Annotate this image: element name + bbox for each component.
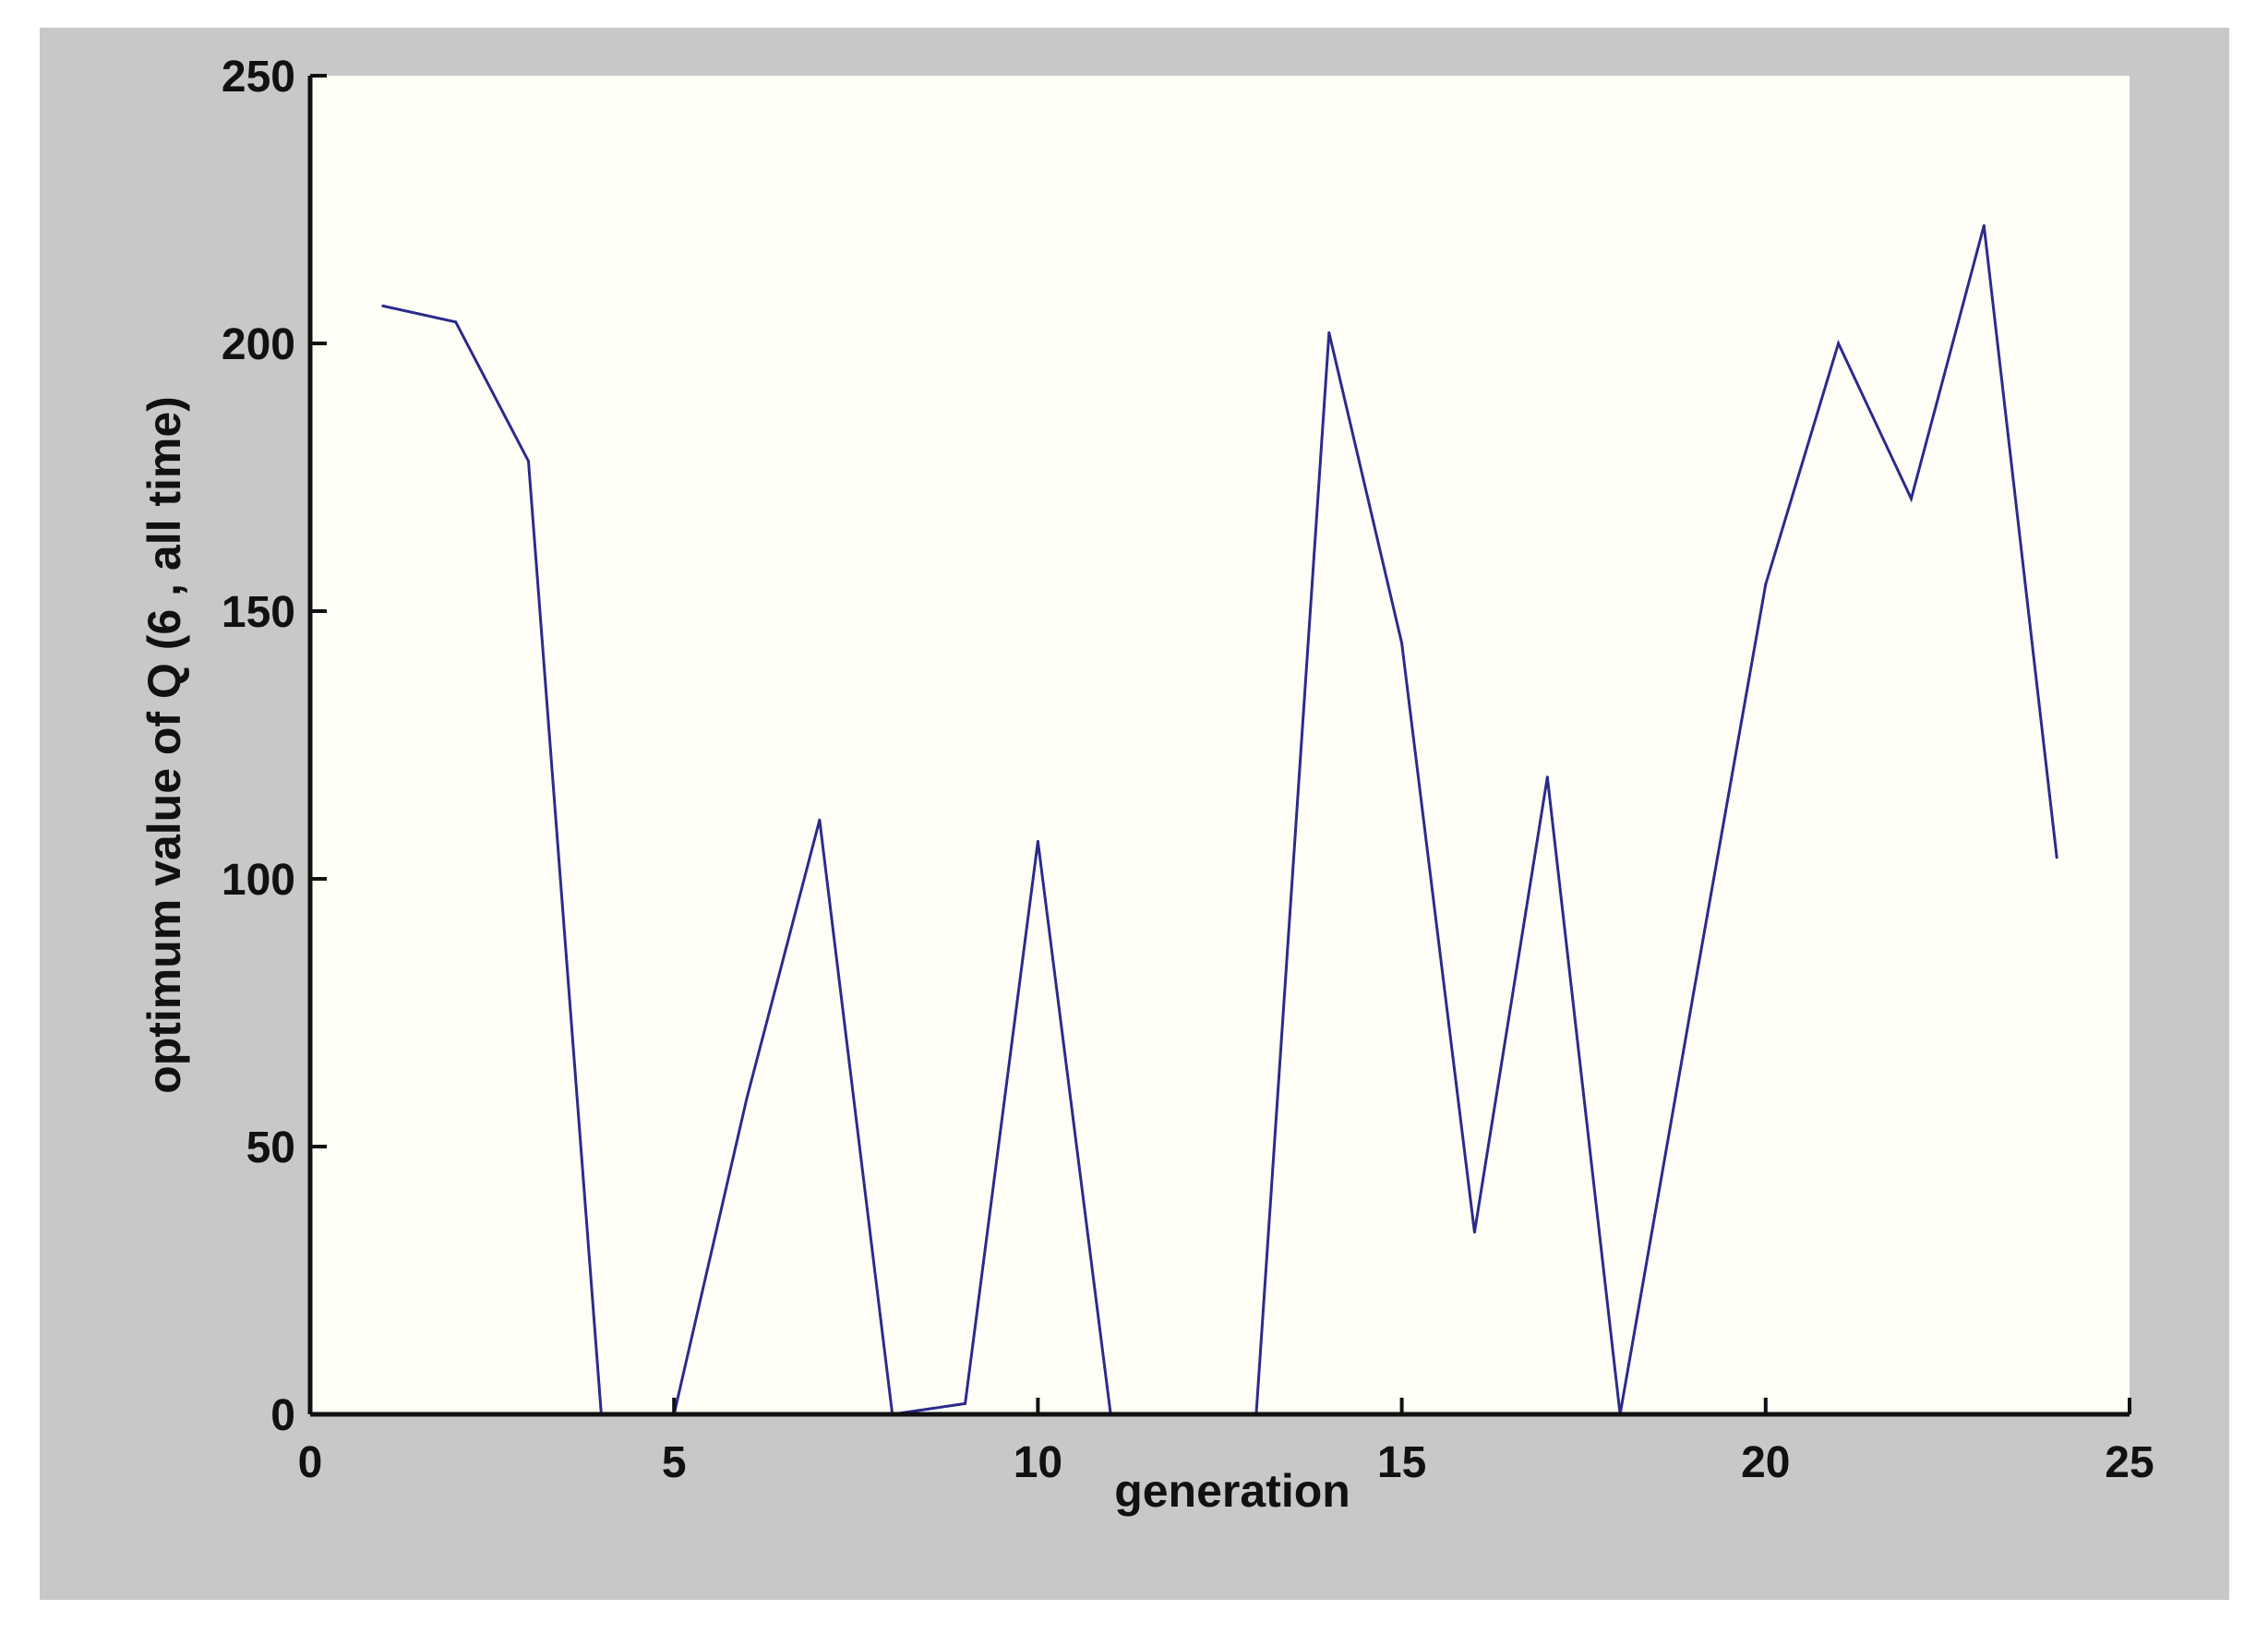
y-tick-label: 150 <box>222 588 295 637</box>
x-axis-ticks: 0 5 10 15 20 25 <box>298 1398 2154 1487</box>
data-point <box>1472 1231 1476 1234</box>
y-tick-label: 250 <box>222 53 295 102</box>
data-point <box>745 1097 749 1100</box>
data-point <box>818 818 822 822</box>
y-tick-label: 200 <box>222 320 295 369</box>
y-axis-ticks: 0 50 100 150 200 250 <box>222 53 327 1440</box>
data-point <box>1036 839 1039 843</box>
x-tick-label: 25 <box>2105 1438 2154 1487</box>
data-point <box>1327 330 1331 334</box>
x-tick-label: 15 <box>1377 1438 1426 1487</box>
y-axis-title: optimum value of Q (6 , all time) <box>138 396 190 1094</box>
data-point <box>964 1401 967 1405</box>
data-point <box>381 304 385 307</box>
y-tick-label: 100 <box>222 856 295 905</box>
data-point <box>2055 856 2058 859</box>
x-tick-label: 0 <box>298 1438 323 1487</box>
y-tick-label: 50 <box>246 1123 295 1172</box>
y-tick-label: 0 <box>270 1391 295 1440</box>
x-axis-title: generation <box>1114 1465 1350 1517</box>
data-point <box>1545 775 1549 779</box>
data-point <box>1691 995 1695 999</box>
x-tick-label: 5 <box>662 1438 687 1487</box>
data-point <box>454 320 458 324</box>
data-point <box>1909 497 1913 500</box>
x-tick-label: 10 <box>1014 1438 1062 1487</box>
data-point <box>1982 223 1986 227</box>
data-point <box>1837 342 1841 345</box>
plot-area <box>310 76 2130 1414</box>
data-point <box>527 460 531 463</box>
x-tick-label: 20 <box>1741 1438 1790 1487</box>
data-point <box>1400 642 1404 645</box>
data-point <box>1764 583 1768 586</box>
